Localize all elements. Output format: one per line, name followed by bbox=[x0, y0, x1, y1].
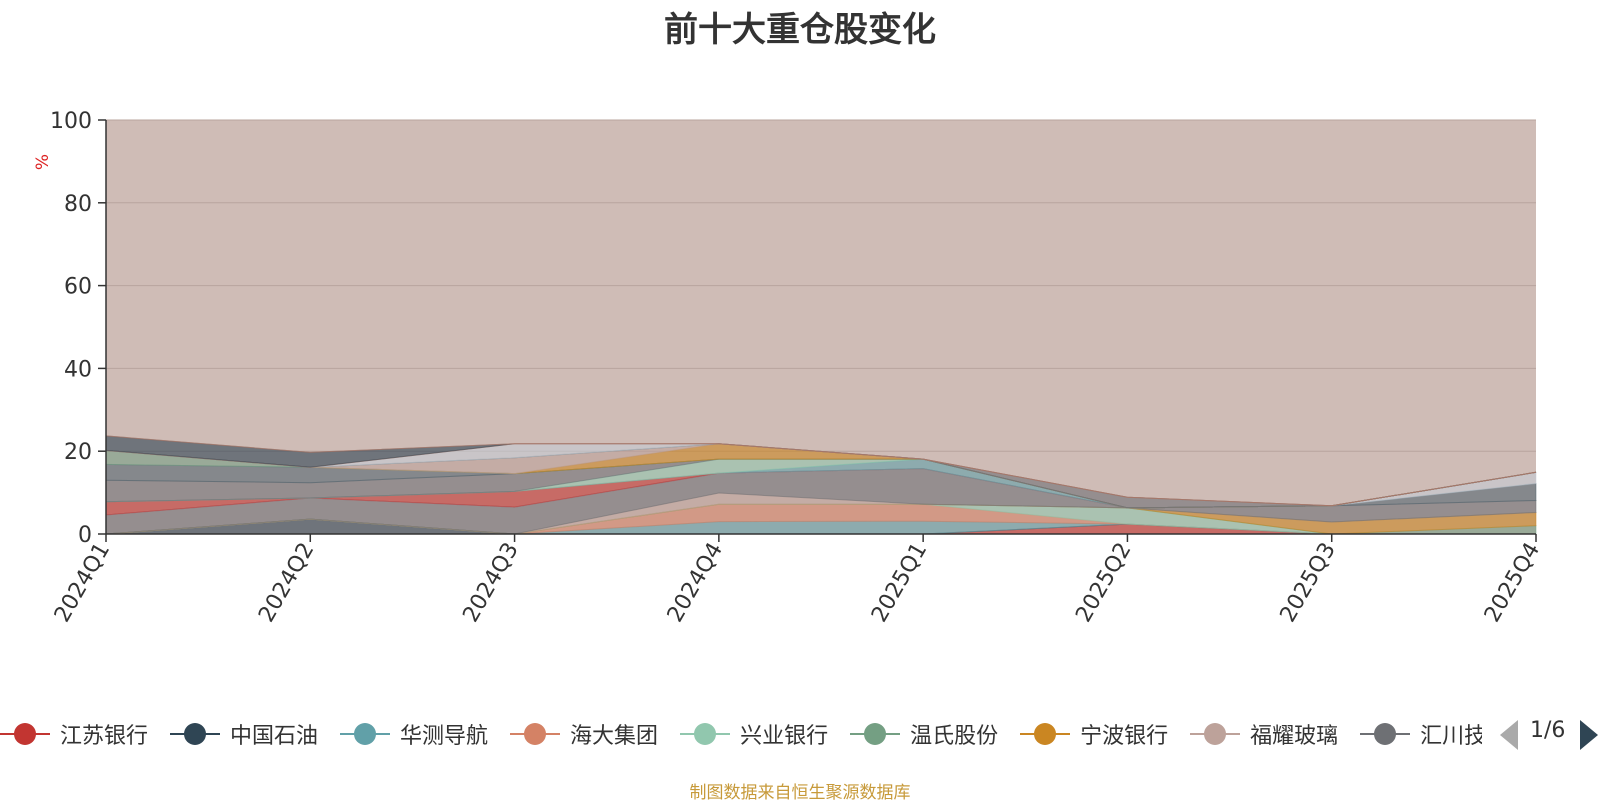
legend-marker-icon bbox=[1360, 722, 1411, 746]
legend-marker-icon bbox=[1190, 722, 1241, 746]
legend-label: 福耀玻璃 bbox=[1250, 724, 1339, 749]
legend-page-indicator: 1/6 bbox=[1530, 718, 1566, 743]
x-tick-label: 2025Q1 bbox=[867, 539, 932, 627]
y-tick-label: 40 bbox=[64, 357, 92, 382]
legend-prev-page-arrow-icon[interactable] bbox=[1500, 720, 1518, 750]
legend-marker-icon bbox=[340, 722, 391, 746]
y-axis-unit-label: % bbox=[33, 154, 53, 170]
legend-item-8[interactable]: 汇川技术 bbox=[1360, 714, 1482, 754]
x-tick-label: 2024Q1 bbox=[50, 539, 115, 627]
x-tick-label: 2024Q3 bbox=[458, 539, 523, 627]
y-tick-label: 80 bbox=[64, 192, 92, 217]
legend-item-7[interactable]: 福耀玻璃 bbox=[1190, 714, 1338, 754]
legend-item-4[interactable]: 兴业银行 bbox=[680, 714, 828, 754]
y-tick-label: 60 bbox=[64, 275, 92, 300]
legend-marker-icon bbox=[510, 722, 561, 746]
legend-item-6[interactable]: 宁波银行 bbox=[1020, 714, 1168, 754]
legend-label: 中国石油 bbox=[230, 724, 319, 749]
x-tick-label: 2024Q4 bbox=[663, 539, 728, 627]
legend-label: 宁波银行 bbox=[1080, 724, 1169, 749]
y-tick-label: 20 bbox=[64, 440, 92, 465]
legend-marker-icon bbox=[1020, 722, 1071, 746]
legend: 江苏银行 中国石油 华测导航 海大集团 兴业银行 温氏股份 宁波银行 福耀玻璃 汇川技术 bbox=[0, 714, 1482, 754]
area-series-25[interactable] bbox=[105, 435, 1537, 507]
legend-label: 海大集团 bbox=[570, 724, 659, 749]
legend-label: 华测导航 bbox=[400, 724, 489, 749]
legend-item-5[interactable]: 温氏股份 bbox=[850, 714, 998, 754]
legend-label: 兴业银行 bbox=[740, 724, 829, 749]
legend-marker-icon bbox=[680, 722, 731, 746]
legend-item-3[interactable]: 海大集团 bbox=[510, 714, 658, 754]
x-tick-label: 2024Q2 bbox=[254, 539, 319, 627]
legend-item-1[interactable]: 中国石油 bbox=[170, 714, 318, 754]
x-tick-label: 2025Q3 bbox=[1276, 539, 1341, 627]
legend-label: 温氏股份 bbox=[910, 724, 999, 749]
x-tick-label: 2025Q2 bbox=[1071, 539, 1136, 627]
legend-marker-icon bbox=[850, 722, 901, 746]
legend-marker-icon bbox=[170, 722, 221, 746]
chart-title: 前十大重仓股变化 bbox=[664, 10, 936, 50]
x-tick-label: 2025Q4 bbox=[1480, 539, 1545, 627]
y-tick-label: 0 bbox=[78, 523, 92, 548]
legend-item-2[interactable]: 华测导航 bbox=[340, 714, 488, 754]
legend-marker-icon bbox=[0, 722, 50, 746]
legend-next-page-arrow-icon[interactable] bbox=[1580, 720, 1598, 750]
legend-label: 汇川技术 bbox=[1420, 724, 1482, 749]
legend-item-0[interactable]: 江苏银行 bbox=[0, 714, 148, 754]
legend-pager: 1/6 bbox=[1498, 716, 1600, 752]
data-source-note: 制图数据来自恒生聚源数据库 bbox=[689, 783, 911, 803]
stacked-area-chart: 0 20 40 60 80 100 2024Q1 2024Q2 2024Q3 2024Q4 2025… bbox=[33, 109, 1545, 627]
y-tick-label: 100 bbox=[50, 109, 92, 134]
legend-label: 江苏银行 bbox=[60, 724, 149, 749]
